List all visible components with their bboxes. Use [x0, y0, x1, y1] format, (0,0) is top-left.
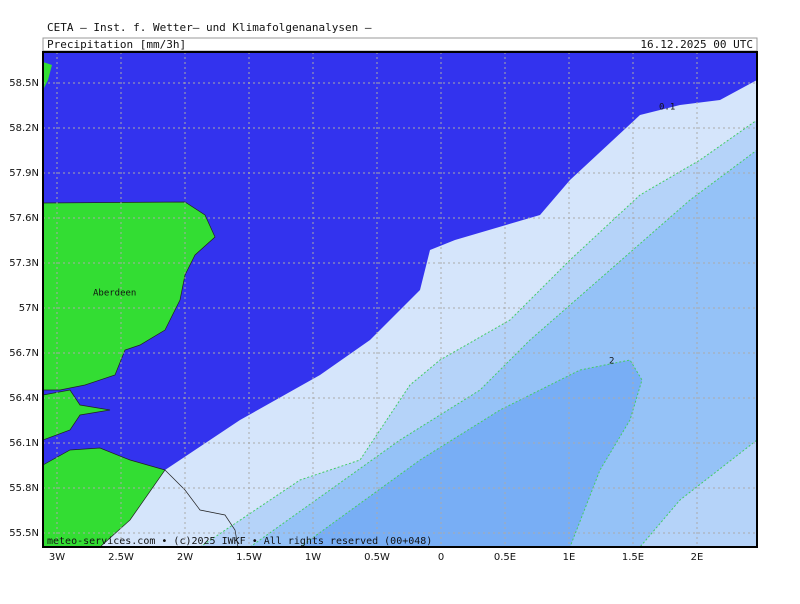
lat-label: 55.5N: [9, 528, 39, 539]
precip-1: [249, 149, 757, 547]
contour-label: 0.1: [659, 103, 675, 113]
lon-label: 0: [438, 552, 444, 563]
precip-2: [299, 359, 643, 547]
land: [43, 201, 216, 391]
map-area: Aberdeen 0.1 2 meteo-services.com • (c)2…: [43, 52, 757, 547]
lat-label: 57N: [19, 303, 39, 314]
lat-label: 56.7N: [9, 348, 39, 359]
lon-label: 1.5E: [622, 552, 644, 563]
lat-label: 56.1N: [9, 438, 39, 449]
lon-label: 2W: [177, 552, 193, 563]
lon-label: 1W: [305, 552, 321, 563]
lat-label: 57.3N: [9, 258, 39, 269]
lat-label: 57.9N: [9, 168, 39, 179]
axis-labels: 58.5N 58.2N 57.9N 57.6N 57.3N 57N 56.7N 56.4N 56…: [9, 78, 703, 563]
lon-label: 0.5E: [494, 552, 516, 563]
lat-label: 55.8N: [9, 483, 39, 494]
lat-label: 58.2N: [9, 123, 39, 134]
lat-label: 58.5N: [9, 78, 39, 89]
lon-label: 2.5W: [108, 552, 134, 563]
lon-label: 1E: [563, 552, 576, 563]
land: [43, 389, 111, 441]
contour-label: 2: [609, 357, 614, 367]
lon-label: 1.5W: [236, 552, 262, 563]
lat-label: 57.6N: [9, 213, 39, 224]
lon-label: 3W: [49, 552, 65, 563]
lon-label: 2E: [691, 552, 704, 563]
institute-title: CETA — Inst. f. Wetter— und Klimafolgena…: [47, 21, 372, 34]
land: [43, 62, 52, 90]
footer: meteo-services.com • (c)2025 IWKF • All …: [47, 536, 432, 547]
field-title: Precipitation [mm/3h]: [47, 38, 186, 51]
lat-label: 56.4N: [9, 393, 39, 404]
border: [164, 469, 239, 547]
lon-label: 0.5W: [364, 552, 390, 563]
valid-time: 16.12.2025 00 UTC: [640, 38, 753, 51]
graticule: [43, 52, 757, 547]
map-frame: [42, 51, 758, 548]
place-label: Aberdeen: [93, 289, 136, 299]
